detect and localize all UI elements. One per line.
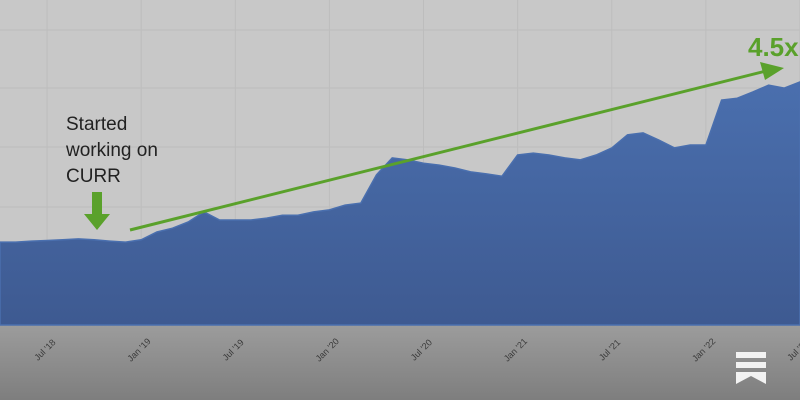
- bookmark-icon: [736, 352, 766, 384]
- trend-arrow: [129, 68, 771, 232]
- down-arrow: [84, 192, 110, 230]
- area: [0, 81, 800, 326]
- trend-arrowhead: [760, 62, 784, 80]
- annotation: Started: [66, 114, 127, 135]
- annotation: CURR: [66, 166, 121, 187]
- annotation: working on: [65, 140, 158, 161]
- multiplier-label: 4.5x: [748, 32, 799, 62]
- axis-band: [0, 325, 800, 400]
